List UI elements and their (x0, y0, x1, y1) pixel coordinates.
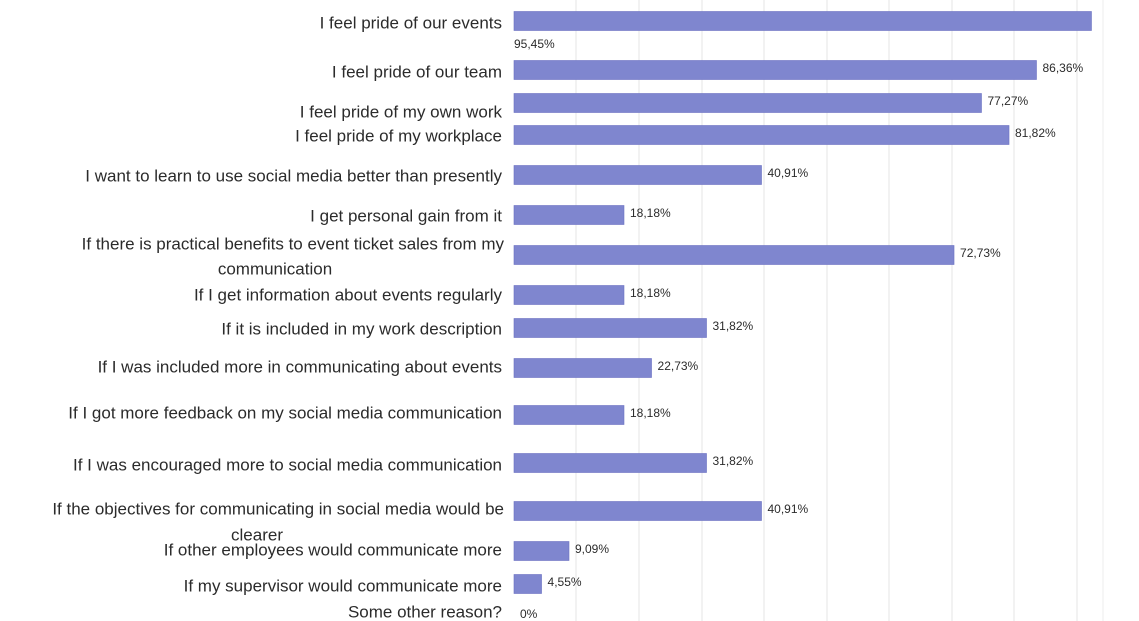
bar (513, 541, 570, 561)
bar (513, 245, 955, 265)
category-label: communication (218, 259, 332, 278)
gridlines (575, 0, 1104, 621)
data-label: 31,82% (713, 454, 754, 468)
category-label: I want to learn to use social media bett… (85, 166, 502, 185)
bar (513, 501, 762, 521)
data-label: 4,55% (548, 575, 582, 589)
category-label: If the objectives for communicating in s… (52, 499, 504, 518)
category-label: If I was encouraged more to social media… (73, 455, 502, 474)
data-label: 31,82% (713, 319, 754, 333)
category-label: I feel pride of our team (332, 62, 502, 81)
category-label: I feel pride of my workplace (295, 126, 502, 145)
data-label: 72,73% (960, 246, 1001, 260)
bar (513, 405, 625, 425)
value-labels: 95,45% 86,36% 77,27% 81,82% 40,91% 18,18% 72,7… (514, 37, 1084, 621)
bar (513, 60, 1037, 80)
bar (513, 165, 762, 185)
bar (513, 574, 542, 594)
category-label: I feel pride of our events (320, 13, 502, 32)
data-label: 95,45% (514, 37, 555, 51)
data-label: 81,82% (1015, 126, 1056, 140)
bar (513, 11, 1092, 31)
bars (513, 11, 1092, 594)
data-label: 77,27% (987, 94, 1028, 108)
data-label: 0% (520, 607, 538, 621)
category-label: I feel pride of my own work (300, 102, 503, 121)
bar (513, 318, 707, 338)
bar (513, 205, 625, 225)
data-label: 86,36% (1042, 61, 1083, 75)
data-label: 22,73% (658, 359, 699, 373)
category-label: If I got more feedback on my social medi… (68, 403, 502, 422)
data-label: 18,18% (630, 406, 671, 420)
bar (513, 453, 707, 473)
data-label: 18,18% (630, 286, 671, 300)
category-label: If I was included more in communicating … (98, 357, 502, 376)
bar (513, 358, 652, 378)
category-label: If there is practical benefits to event … (82, 234, 505, 253)
data-label: 40,91% (768, 166, 809, 180)
data-label: 9,09% (575, 542, 609, 556)
category-label: I get personal gain from it (310, 206, 502, 225)
data-label: 40,91% (768, 502, 809, 516)
category-labels: I feel pride of our events I feel pride o… (52, 13, 504, 621)
category-label: If it is included in my work description (221, 319, 502, 338)
category-label: Some other reason? (348, 602, 502, 621)
bar (513, 125, 1010, 145)
data-label: 18,18% (630, 206, 671, 220)
category-label: If my supervisor would communicate more (184, 576, 502, 595)
category-label: If I get information about events regula… (194, 285, 503, 304)
bar (513, 285, 625, 305)
bar (513, 93, 982, 113)
category-label: If other employees would communicate mor… (164, 540, 502, 559)
category-label: clearer (231, 525, 283, 544)
